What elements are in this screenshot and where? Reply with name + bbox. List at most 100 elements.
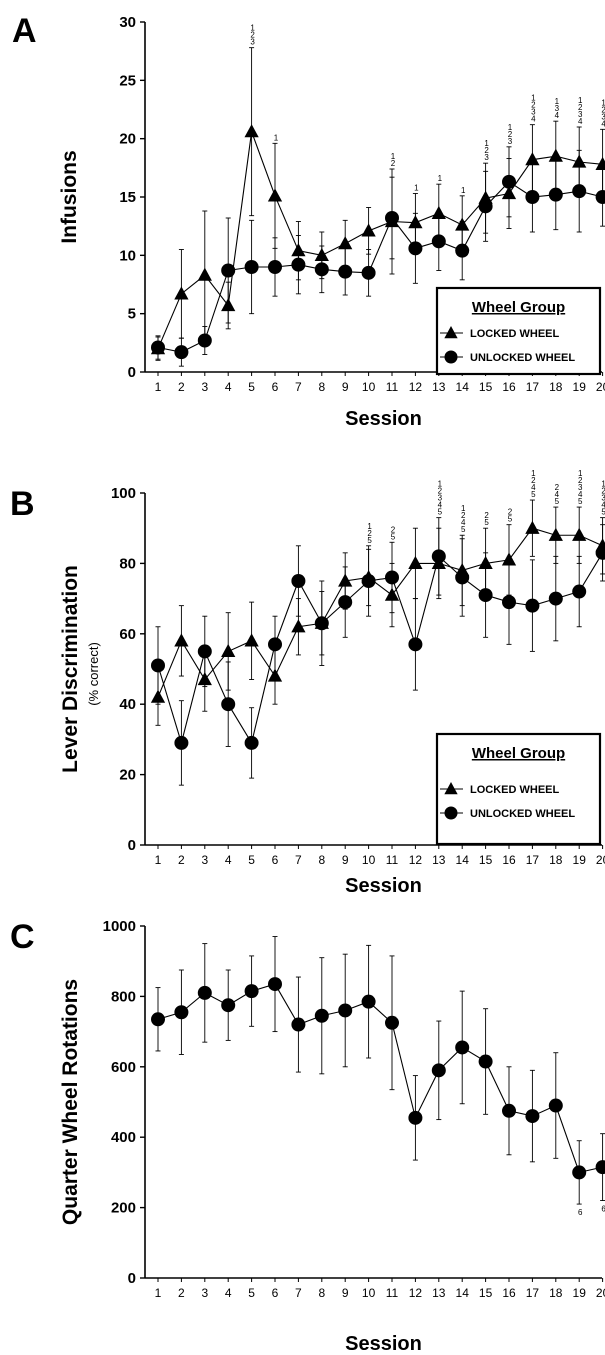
panel-a-x-tick-label: 19 — [573, 380, 587, 394]
panel-b-significance-label: 5 — [461, 525, 466, 534]
panel-b-y-tick-label: 40 — [119, 696, 136, 713]
panel-b-x-tick-label: 17 — [526, 853, 540, 867]
panel-b-x-tick-label: 3 — [201, 853, 208, 867]
panel-a-significance-label: 1 — [461, 186, 466, 195]
panel-b-significance-label: 2 — [367, 529, 372, 538]
panel-b-x-tick-label: 10 — [362, 853, 376, 867]
panel-c-x-tick-label: 9 — [342, 1286, 349, 1300]
panel-c-series-unlocked-point — [314, 1008, 329, 1023]
panel-b-series-locked-point — [174, 633, 189, 647]
panel-b-significance-label: 1 — [367, 522, 372, 531]
panel-c-x-tick-label: 20 — [596, 1286, 605, 1300]
panel-b-legend-marker-triangle — [444, 782, 458, 795]
panel-b-series-unlocked-point — [268, 637, 282, 652]
panel-a-series-locked-line — [157, 131, 603, 349]
panel-c-y-tick-label: 0 — [128, 1270, 136, 1287]
panel-c-x-tick-label: 5 — [248, 1286, 255, 1300]
panel-c-x-axis-label: Session — [345, 1333, 422, 1355]
panel-c-y-axis-label: Quarter Wheel Rotations — [59, 979, 82, 1225]
panel-a-legend-label: LOCKED WHEEL — [470, 328, 560, 340]
panel-a-significance-label: 1 — [391, 152, 396, 161]
panel-b-x-tick-label: 12 — [409, 853, 423, 867]
panel-c-series-unlocked-point — [595, 1160, 605, 1175]
panel-a-series-unlocked-point — [525, 190, 540, 204]
panel-c-x-tick-label: 18 — [549, 1286, 563, 1300]
panel-b-x-tick-label: 9 — [342, 853, 349, 867]
panel-a-x-tick-label: 18 — [549, 380, 563, 394]
panel-c-x-tick-label: 12 — [409, 1286, 423, 1300]
panel-a-series-locked-point — [525, 152, 540, 166]
panel-a-legend-title: Wheel Group — [472, 299, 565, 316]
panel-b-series-unlocked-point — [361, 574, 376, 588]
panel-c-x-tick-label: 6 — [272, 1286, 279, 1300]
panel-a-legend: Wheel Group LOCKED WHEEL UNLOCKED WHEEL — [435, 286, 602, 376]
panel-b-y-axis-sublabel: (% correct) — [86, 642, 101, 706]
panel-b-legend: Wheel Group LOCKED WHEEL UNLOCKED WHEEL — [435, 732, 602, 846]
panel-a-x-tick-label: 14 — [456, 380, 470, 394]
panel-a-significance-label: 4 — [578, 117, 583, 126]
panel-b-significance-label: 4 — [555, 490, 560, 499]
panel-c-series-unlocked-point — [502, 1103, 516, 1118]
panel-b-significance-label: 5 — [367, 536, 372, 545]
panel-a-series-unlocked-point — [502, 174, 516, 189]
panel-a-x-tick-label: 7 — [295, 380, 302, 394]
panel-b-x-tick-label: 4 — [225, 853, 232, 867]
panel-b-significance-label: 2 — [461, 511, 466, 520]
panel-a-series-unlocked-point — [572, 184, 587, 199]
panel-a-significance-label: 4 — [555, 111, 560, 120]
panel-b-legend-title: Wheel Group — [472, 745, 565, 762]
panel-a-x-tick-label: 6 — [272, 380, 279, 394]
panel-b-letter: B — [10, 485, 35, 523]
panel-b-significance-label: 5 — [578, 497, 583, 506]
panel-b-significance-label: 1 — [461, 504, 466, 513]
panel-a-significance-label: 2 — [250, 31, 255, 40]
panel-c-x-tick-label: 4 — [225, 1286, 232, 1300]
panel-a-series-unlocked-point — [174, 345, 189, 360]
panel-b-x-tick-label: 2 — [178, 853, 185, 867]
panel-c-x-tick-label: 1 — [155, 1286, 162, 1300]
panel-a-x-tick-label: 9 — [342, 380, 349, 394]
panel-c-letter: C — [10, 918, 35, 956]
panel-b-x-tick-label: 7 — [295, 853, 302, 867]
panel-b-series-locked-point — [408, 555, 423, 570]
panel-a-significance-label: 3 — [250, 38, 255, 47]
panel-a-x-tick-label: 4 — [225, 380, 232, 394]
panel-b-legend-label: LOCKED WHEEL — [470, 784, 560, 796]
panel-a-significance-label: 1 — [601, 98, 605, 107]
panel-b-y-axis-label: Lever Discrimination — [59, 565, 82, 773]
panel-c-y-tick-label: 1000 — [103, 918, 136, 935]
panel-c-series-unlocked-point — [478, 1054, 493, 1069]
panel-a-series-unlocked-point — [291, 257, 306, 272]
panel-b-series-unlocked-point — [502, 595, 516, 610]
panel-c-x-tick-label: 17 — [526, 1286, 540, 1300]
panel-c-series-unlocked-point — [151, 1012, 165, 1027]
panel-b-series-unlocked-point — [197, 644, 212, 659]
panel-a-series-unlocked-point — [361, 265, 376, 280]
panel-b-x-tick-label: 5 — [248, 853, 255, 867]
panel-a-x-tick-label: 11 — [386, 380, 399, 394]
panel-c-series-unlocked-point — [385, 1015, 399, 1030]
panel-a-series-locked-point — [244, 124, 259, 138]
panel-a-series-unlocked-point — [455, 243, 470, 258]
panel-a-x-tick-label: 17 — [526, 380, 540, 394]
panel-a-significance-label: 1 — [438, 174, 443, 183]
panel-b-significance-label: 1 — [601, 480, 605, 489]
panel-a-series-unlocked-point — [431, 234, 446, 249]
panel-a-significance-label: 2 — [391, 159, 396, 168]
panel-c-series-unlocked-point — [268, 977, 282, 992]
panel-a-significance-label: 1 — [578, 96, 583, 105]
panel-a-significance-label: 1 — [250, 24, 255, 33]
panel-c-series-unlocked-point — [244, 984, 259, 999]
panel-a-series-unlocked-point — [221, 263, 236, 278]
panel-b-significance-label: 2 — [438, 487, 443, 496]
panel-c-x-tick-label: 10 — [362, 1286, 376, 1300]
panel-c-series-unlocked-point — [361, 994, 376, 1009]
panel-a-y-tick-label: 5 — [128, 306, 136, 323]
panel-b-significance-label: 4 — [461, 518, 466, 527]
panel-a-y-tick-label: 15 — [119, 189, 136, 206]
panel-b-y-tick-label: 20 — [119, 767, 136, 784]
panel-c-x-tick-label: 8 — [318, 1286, 325, 1300]
panel-c-x-tick-label: 13 — [432, 1286, 446, 1300]
panel-b-series-unlocked-point — [151, 658, 165, 673]
panel-a-series-unlocked-point — [408, 241, 423, 256]
